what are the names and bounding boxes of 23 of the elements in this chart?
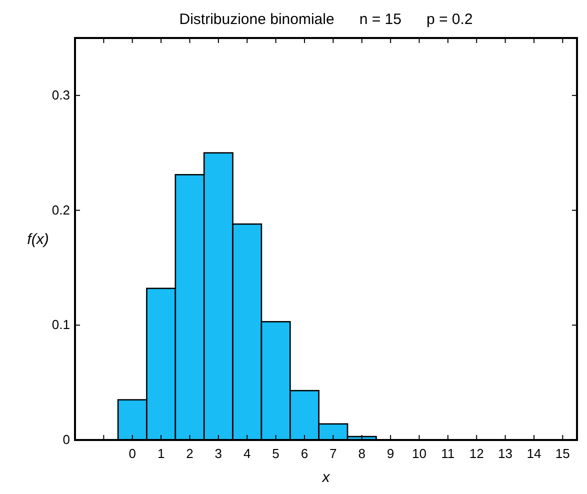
x-tick-label: 10 (412, 446, 426, 461)
x-tick-label: 8 (358, 446, 366, 461)
x-tick-label: 6 (300, 446, 308, 461)
x-tick-label: 9 (386, 446, 394, 461)
y-tick-label: 0.2 (52, 202, 70, 218)
x-tick-label: 2 (186, 446, 194, 461)
x-tick-label: 0 (128, 446, 136, 461)
x-tick-label: 4 (243, 446, 251, 461)
y-tick-label: 0 (62, 432, 70, 447)
y-tick-label: 0.1 (52, 317, 70, 332)
x-tick-label: 15 (555, 446, 570, 461)
x-axis-title: x (321, 469, 330, 486)
x-tick-label: 12 (469, 446, 484, 461)
x-tick-label: 5 (272, 446, 280, 461)
y-axis-title: f(x) (27, 231, 49, 248)
x-tick-label: 7 (330, 446, 337, 461)
y-tick-label: 0.3 (52, 87, 70, 102)
x-tick-label: 1 (157, 446, 165, 461)
chart-title: Distribuzione binomiale n = 15 p = 0.2 (179, 11, 473, 28)
x-tick-label: 11 (441, 446, 455, 461)
x-tick-label: 13 (498, 446, 513, 461)
x-tick-label: 14 (526, 446, 542, 461)
x-tick-label: 3 (214, 446, 222, 461)
